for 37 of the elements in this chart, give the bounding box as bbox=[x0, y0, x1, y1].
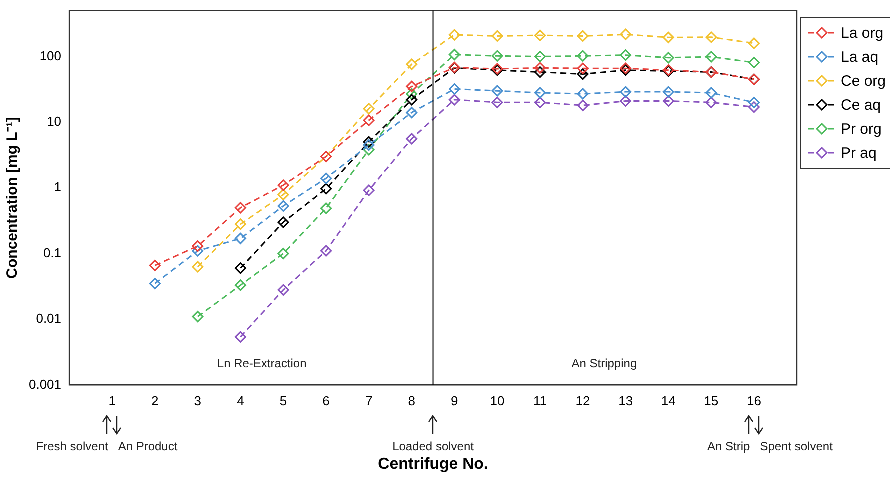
x-axis-title: Centrifuge No. bbox=[378, 456, 488, 473]
x-tick-label: 12 bbox=[576, 394, 590, 409]
legend-label: Pr org bbox=[841, 120, 882, 138]
y-axis-title: Concentration [mg L⁻¹] bbox=[4, 117, 22, 279]
x-tick-label: 13 bbox=[618, 394, 634, 409]
annotation: Ln Re-Extraction bbox=[217, 356, 307, 371]
x-tick-label: 1 bbox=[108, 394, 116, 409]
x-tick-label: 15 bbox=[704, 394, 719, 409]
x-tick-label: 16 bbox=[746, 394, 762, 409]
text: Spent solvent bbox=[760, 440, 834, 454]
x-tick-label: 4 bbox=[237, 394, 244, 409]
x-tick-label: 6 bbox=[322, 394, 330, 409]
text: Fresh solvent bbox=[36, 440, 109, 454]
x-tick-label: 11 bbox=[533, 394, 547, 409]
x-tick-label: 10 bbox=[490, 394, 505, 409]
legend-label: Ce org bbox=[841, 72, 886, 90]
x-tick-label: 9 bbox=[451, 394, 458, 409]
y-tick-label: 0.001 bbox=[28, 376, 62, 392]
text: Loaded solvent bbox=[392, 440, 475, 454]
x-tick-label: 5 bbox=[280, 394, 288, 409]
y-tick-label: 1 bbox=[54, 180, 62, 195]
text: An Strip bbox=[708, 440, 751, 454]
x-tick-label: 14 bbox=[661, 394, 676, 409]
legend-label: La org bbox=[841, 24, 884, 42]
x-tick-label: 8 bbox=[408, 394, 416, 409]
legend-label: La aq bbox=[841, 48, 879, 66]
text: An Product bbox=[118, 440, 178, 454]
y-tick-label: 10 bbox=[47, 114, 62, 129]
y-tick-label: 0.1 bbox=[43, 245, 62, 260]
y-tick-label: 0.01 bbox=[36, 311, 62, 326]
x-tick-label: 2 bbox=[152, 394, 159, 409]
annotation: An Stripping bbox=[572, 356, 638, 371]
legend-label: Pr aq bbox=[841, 144, 877, 162]
x-tick-label: 7 bbox=[365, 394, 373, 409]
legend-label: Ce aq bbox=[841, 96, 882, 114]
x-tick-label: 3 bbox=[194, 394, 202, 409]
y-tick-label: 100 bbox=[40, 48, 62, 64]
